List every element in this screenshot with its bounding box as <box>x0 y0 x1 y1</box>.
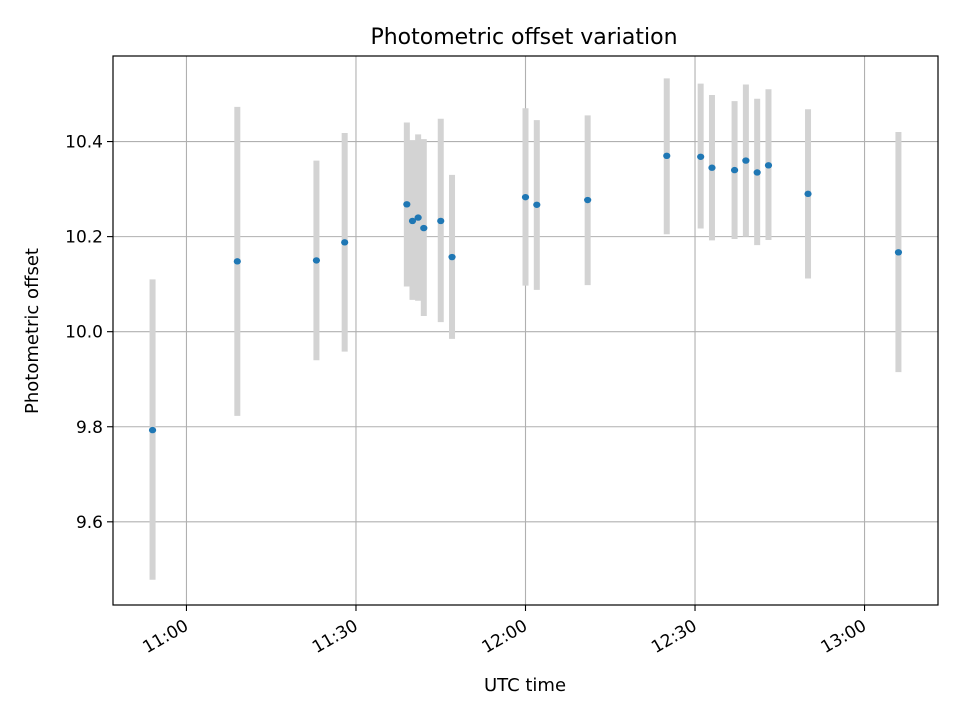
data-point <box>894 249 903 256</box>
data-point <box>663 152 671 160</box>
data-point <box>341 239 349 246</box>
data-point <box>730 166 739 174</box>
data-point <box>437 217 445 225</box>
y-tick-label: 9.6 <box>76 513 103 533</box>
data-point <box>742 157 750 164</box>
data-point <box>312 257 321 264</box>
y-tick-label: 10.0 <box>65 323 103 343</box>
y-axis-label: Photometric offset <box>22 248 43 414</box>
data-point <box>448 253 456 261</box>
x-axis-ticks: 11:00 11:30 12:00 12:30 13:00 <box>140 605 870 658</box>
data-point <box>764 162 773 169</box>
data-point <box>753 169 761 176</box>
x-axis-label: UTC time <box>484 675 566 696</box>
data-point <box>148 426 157 434</box>
x-tick-label: 12:30 <box>648 616 700 658</box>
x-tick-label: 13:00 <box>818 616 870 658</box>
y-axis-ticks: 9.6 9.8 10.0 10.2 10.4 <box>65 133 113 533</box>
y-tick-label: 10.2 <box>65 228 103 248</box>
data-point <box>414 214 422 221</box>
data-point <box>804 190 812 198</box>
data-point <box>584 196 592 204</box>
x-tick-label: 11:30 <box>309 616 361 658</box>
x-tick-label: 11:00 <box>140 616 192 658</box>
data-point <box>408 217 417 225</box>
data-point <box>521 193 530 201</box>
data-points <box>148 152 903 434</box>
data-point <box>403 201 411 208</box>
y-tick-label: 10.4 <box>65 133 103 153</box>
data-point <box>697 153 705 160</box>
data-point <box>708 164 716 171</box>
data-point <box>233 258 241 265</box>
y-tick-label: 9.8 <box>76 418 103 438</box>
chart-title: Photometric offset variation <box>370 25 677 50</box>
data-point <box>533 201 541 208</box>
data-point <box>420 224 428 232</box>
x-tick-label: 12:00 <box>479 616 531 658</box>
